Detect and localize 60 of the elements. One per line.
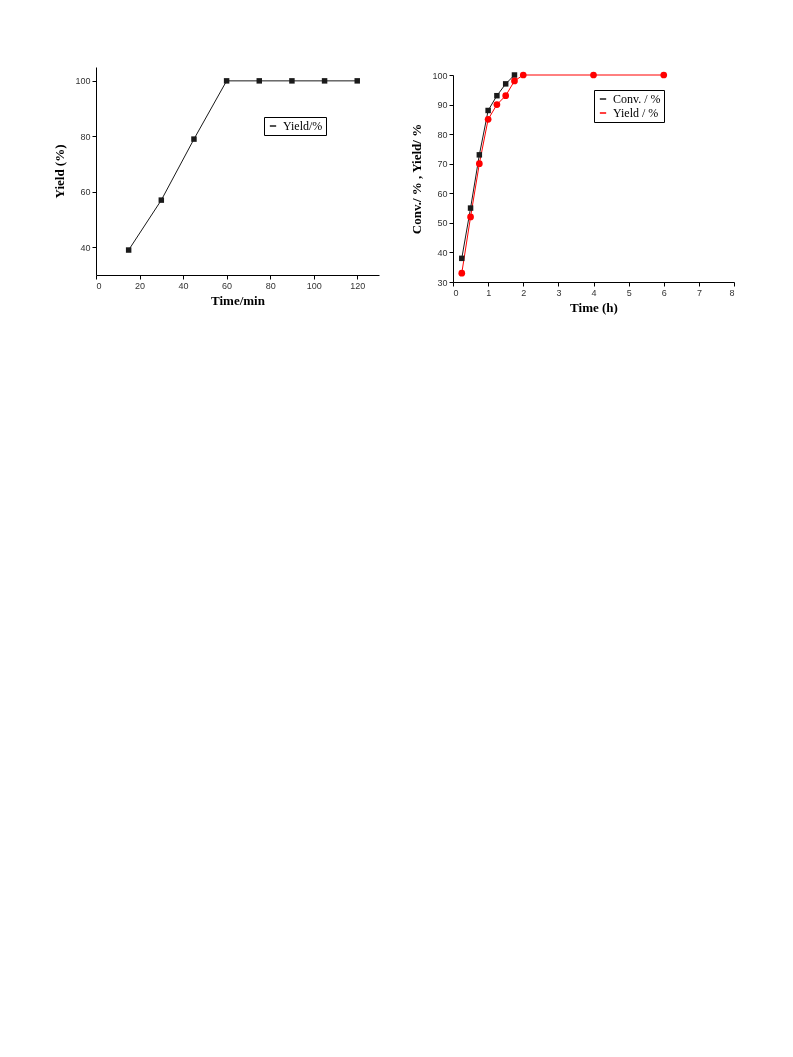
x-tick-label: 7 bbox=[696, 287, 702, 298]
point bbox=[485, 107, 491, 114]
point bbox=[493, 101, 501, 108]
x-tick-label: 80 bbox=[265, 280, 276, 291]
x-tick-label: 120 bbox=[350, 280, 366, 291]
x-tick-label: 2 bbox=[521, 287, 527, 298]
legend-label: Yield/% bbox=[283, 119, 323, 133]
x-tick-label: 5 bbox=[626, 287, 632, 298]
y-tick-label: 50 bbox=[437, 218, 448, 229]
point bbox=[511, 72, 518, 78]
point bbox=[475, 160, 483, 168]
point bbox=[321, 78, 328, 84]
x-axis-title: Time/min bbox=[211, 292, 266, 308]
x-tick-label: 100 bbox=[306, 280, 322, 291]
x-axis-title: Time (h) bbox=[570, 299, 618, 315]
y-axis-title: Yield (%) bbox=[52, 144, 68, 199]
y-tick-label: 100 bbox=[432, 70, 448, 81]
point bbox=[289, 78, 295, 84]
y-tick-label: 60 bbox=[80, 187, 91, 198]
point bbox=[223, 78, 230, 84]
y-tick-label: 90 bbox=[437, 100, 448, 111]
y-tick-label: 80 bbox=[80, 131, 91, 142]
y-tick-label: 30 bbox=[437, 277, 448, 288]
y-tick-label: 60 bbox=[437, 188, 448, 199]
x-tick-label: 20 bbox=[135, 280, 146, 291]
point bbox=[458, 269, 466, 277]
x-tick-label: 6 bbox=[661, 287, 667, 298]
point bbox=[256, 78, 263, 84]
point bbox=[519, 71, 527, 79]
point bbox=[467, 205, 474, 211]
y-tick-label: 100 bbox=[75, 76, 91, 87]
point bbox=[484, 116, 492, 123]
point bbox=[502, 92, 510, 100]
point bbox=[494, 92, 500, 99]
legend-label: Conv. / % bbox=[613, 92, 661, 106]
legend-label: Yield / % bbox=[613, 106, 659, 120]
point bbox=[511, 77, 518, 85]
point bbox=[467, 213, 474, 221]
point bbox=[125, 247, 132, 253]
x-tick-label: 1 bbox=[486, 287, 492, 298]
y-tick-label: 40 bbox=[80, 242, 91, 253]
point bbox=[191, 136, 197, 142]
x-tick-label: 0 bbox=[96, 280, 102, 291]
point bbox=[590, 71, 597, 79]
point bbox=[502, 81, 509, 87]
x-tick-label: 60 bbox=[222, 280, 233, 291]
point bbox=[354, 78, 360, 84]
y-tick-label: 70 bbox=[437, 159, 448, 170]
y-tick-label: 80 bbox=[437, 129, 448, 140]
point bbox=[459, 255, 465, 262]
y-axis-title: Conv./ % , Yield/ % bbox=[409, 123, 425, 235]
point bbox=[660, 71, 668, 79]
x-tick-label: 0 bbox=[453, 287, 459, 298]
point bbox=[158, 197, 165, 203]
x-tick-label: 4 bbox=[591, 287, 597, 298]
x-tick-label: 40 bbox=[178, 280, 189, 291]
y-tick-label: 40 bbox=[437, 247, 448, 258]
x-tick-label: 3 bbox=[556, 287, 562, 298]
point bbox=[476, 152, 483, 158]
x-tick-label: 8 bbox=[729, 287, 735, 298]
